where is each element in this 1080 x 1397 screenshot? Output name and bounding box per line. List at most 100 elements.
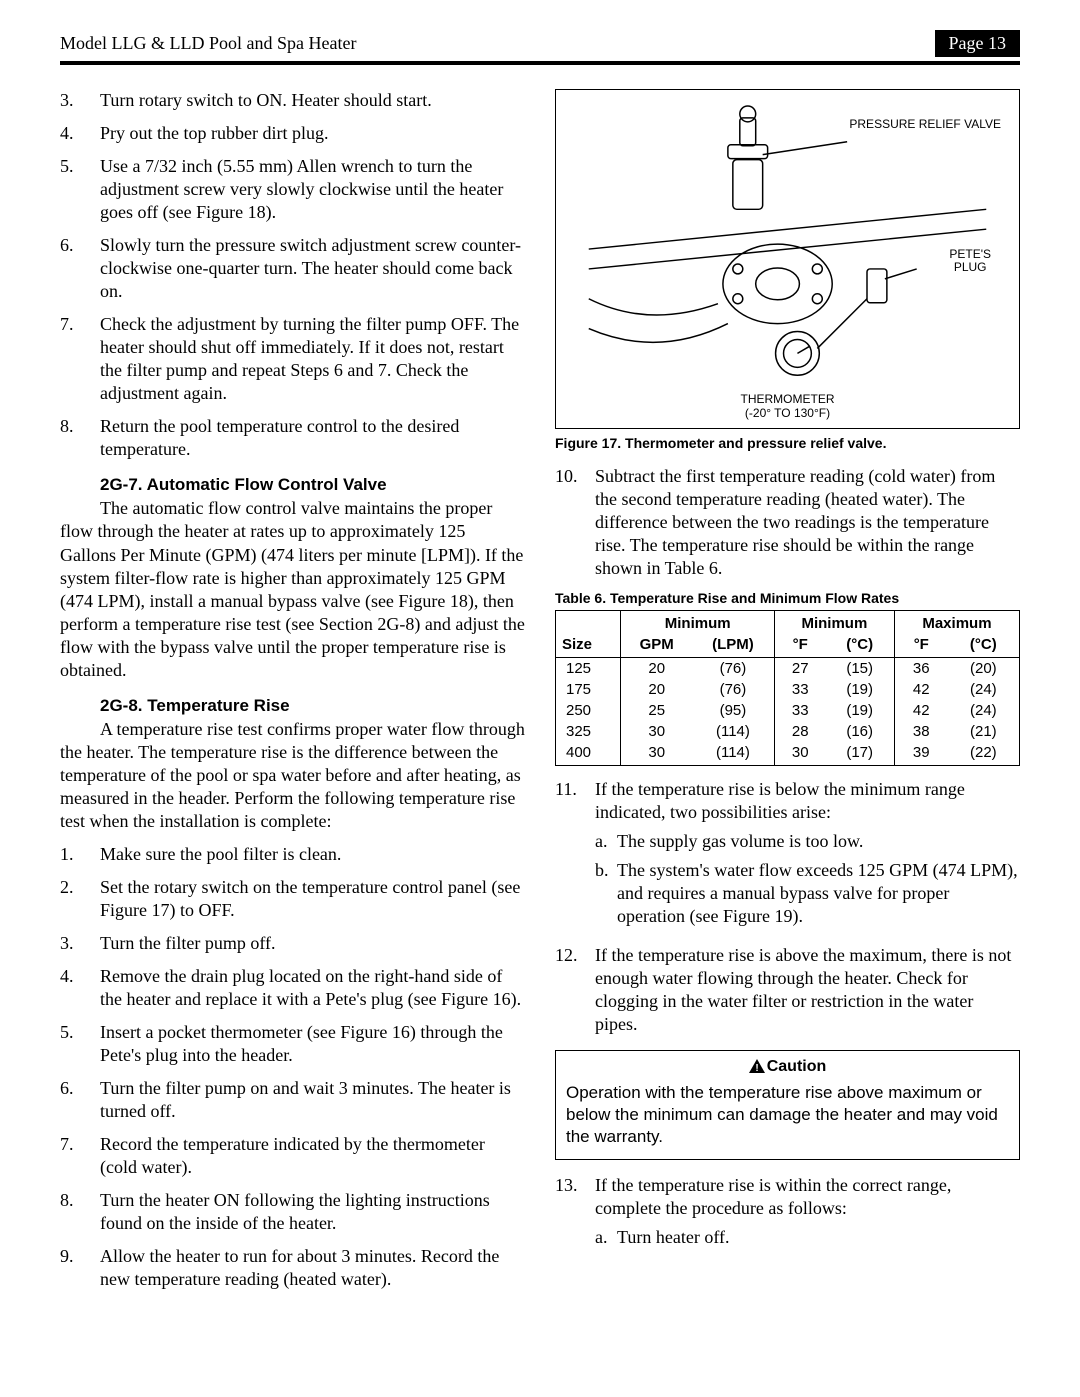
- list-number: 9.: [60, 1245, 100, 1291]
- table-cell: 33: [774, 700, 825, 721]
- procedure-list-right-b: 11.If the temperature rise is below the …: [555, 778, 1020, 1036]
- caution-body: Operation with the temperature rise abov…: [566, 1082, 1009, 1148]
- svg-text:!: !: [755, 1063, 758, 1073]
- table-cell: (24): [948, 700, 1020, 721]
- table-cell: 400: [556, 742, 621, 766]
- table-cell: (76): [692, 658, 774, 680]
- table-cell: 125: [556, 658, 621, 680]
- table-unit-header: GPM: [621, 634, 692, 658]
- sub-list: a.The supply gas volume is too low.b.The…: [595, 830, 1020, 928]
- list-item: 5.Insert a pocket thermometer (see Figur…: [60, 1021, 525, 1067]
- section-heading: 2G-7. Automatic Flow Control Valve: [100, 475, 525, 495]
- header-bar: Model LLG & LLD Pool and Spa Heater Page…: [60, 30, 1020, 57]
- list-number: 13.: [555, 1174, 595, 1255]
- caution-heading: ! Caution: [566, 1057, 1009, 1080]
- table-6: MinimumMinimumMaximum SizeGPM(LPM)°F(°C)…: [555, 610, 1020, 766]
- table-cell: (15): [826, 658, 895, 680]
- table-row: 40030(114)30(17)39(22): [556, 742, 1020, 766]
- table-cell: 42: [894, 700, 947, 721]
- table-cell: 30: [621, 721, 692, 742]
- table-unit-header: Size: [556, 634, 621, 658]
- procedure-list-continued: 3.Turn rotary switch to ON. Heater shoul…: [60, 89, 525, 461]
- table-caption: Table 6. Temperature Rise and Minimum Fl…: [555, 590, 1020, 606]
- table-cell: (24): [948, 679, 1020, 700]
- sub-list-text: Turn heater off.: [617, 1226, 729, 1249]
- sub-list-item: b.The system's water flow exceeds 125 GP…: [595, 859, 1020, 928]
- table-cell: 39: [894, 742, 947, 766]
- list-item: 1.Make sure the pool filter is clean.: [60, 843, 525, 866]
- list-text: Use a 7/32 inch (5.55 mm) Allen wrench t…: [100, 155, 525, 224]
- section-paragraph: A temperature rise test confirms proper …: [60, 718, 525, 833]
- page: Model LLG & LLD Pool and Spa Heater Page…: [0, 0, 1080, 1341]
- sub-list: a.Turn heater off.: [595, 1226, 1020, 1249]
- list-text: Set the rotary switch on the temperature…: [100, 876, 525, 922]
- list-item: 3.Turn rotary switch to ON. Heater shoul…: [60, 89, 525, 112]
- table-unit-header: (LPM): [692, 634, 774, 658]
- table-cell: (16): [826, 721, 895, 742]
- list-item: 11.If the temperature rise is below the …: [555, 778, 1020, 934]
- table-cell: (17): [826, 742, 895, 766]
- table-cell: (22): [948, 742, 1020, 766]
- list-text: Record the temperature indicated by the …: [100, 1133, 525, 1179]
- list-text: Turn the filter pump off.: [100, 932, 525, 955]
- list-item: 8.Return the pool temperature control to…: [60, 415, 525, 461]
- list-item: 7.Record the temperature indicated by th…: [60, 1133, 525, 1179]
- list-item: 4.Pry out the top rubber dirt plug.: [60, 122, 525, 145]
- list-number: 5.: [60, 155, 100, 224]
- table-cell: (20): [948, 658, 1020, 680]
- table-row: 12520(76)27(15)36(20): [556, 658, 1020, 680]
- table-cell: (114): [692, 721, 774, 742]
- table-cell: 30: [621, 742, 692, 766]
- table-cell: (95): [692, 700, 774, 721]
- list-text: Return the pool temperature control to t…: [100, 415, 525, 461]
- figure-svg: [566, 100, 1009, 418]
- figure-17: PRESSURE RELIEF VALVE PETE'S PLUG THERMO…: [555, 89, 1020, 429]
- table-cell: 325: [556, 721, 621, 742]
- table-cell: (114): [692, 742, 774, 766]
- list-number: 6.: [60, 234, 100, 303]
- list-text: If the temperature rise is above the max…: [595, 944, 1020, 1036]
- table-unit-header: °F: [774, 634, 825, 658]
- table-cell: 33: [774, 679, 825, 700]
- list-text: Slowly turn the pressure switch adjustme…: [100, 234, 525, 303]
- figure-label-prv: PRESSURE RELIEF VALVE: [849, 118, 1001, 131]
- section-paragraph: The automatic flow control valve maintai…: [60, 497, 525, 681]
- table-row: 32530(114)28(16)38(21): [556, 721, 1020, 742]
- figure-label-thermometer: THERMOMETER: [556, 393, 1019, 406]
- section-heading: 2G-8. Temperature Rise: [100, 696, 525, 716]
- table-unit-header: (°C): [826, 634, 895, 658]
- list-text: Insert a pocket thermometer (see Figure …: [100, 1021, 525, 1067]
- table-group-header: [556, 611, 621, 635]
- table-cell: 36: [894, 658, 947, 680]
- table-cell: 42: [894, 679, 947, 700]
- list-item: 12.If the temperature rise is above the …: [555, 944, 1020, 1036]
- list-number: 4.: [60, 965, 100, 1011]
- caution-box: ! Caution Operation with the temperature…: [555, 1050, 1020, 1159]
- page-number: Page 13: [935, 30, 1021, 57]
- list-item: 6.Slowly turn the pressure switch adjust…: [60, 234, 525, 303]
- temperature-rise-steps: 1.Make sure the pool filter is clean. 2.S…: [60, 843, 525, 1292]
- list-number: 7.: [60, 1133, 100, 1179]
- list-text: Remove the drain plug located on the rig…: [100, 965, 525, 1011]
- list-item: 4.Remove the drain plug located on the r…: [60, 965, 525, 1011]
- list-number: 3.: [60, 932, 100, 955]
- table-cell: 38: [894, 721, 947, 742]
- list-number: 6.: [60, 1077, 100, 1123]
- procedure-list-right-c: 13.If the temperature rise is within the…: [555, 1174, 1020, 1255]
- list-text: Pry out the top rubber dirt plug.: [100, 122, 525, 145]
- table-group-header: Minimum: [621, 611, 774, 635]
- list-item: 13.If the temperature rise is within the…: [555, 1174, 1020, 1255]
- list-number: 10.: [555, 465, 595, 580]
- left-column: 3.Turn rotary switch to ON. Heater shoul…: [60, 89, 525, 1301]
- list-text: If the temperature rise is within the co…: [595, 1174, 1020, 1255]
- sub-list-marker: a.: [595, 1226, 617, 1249]
- table-cell: 28: [774, 721, 825, 742]
- table-group-header: Minimum: [774, 611, 894, 635]
- table-cell: (19): [826, 700, 895, 721]
- sub-list-marker: a.: [595, 830, 617, 853]
- list-number: 2.: [60, 876, 100, 922]
- table-row: 25025(95)33(19)42(24): [556, 700, 1020, 721]
- list-item: 10.Subtract the first temperature readin…: [555, 465, 1020, 580]
- table-cell: (76): [692, 679, 774, 700]
- table-unit-header: °F: [894, 634, 947, 658]
